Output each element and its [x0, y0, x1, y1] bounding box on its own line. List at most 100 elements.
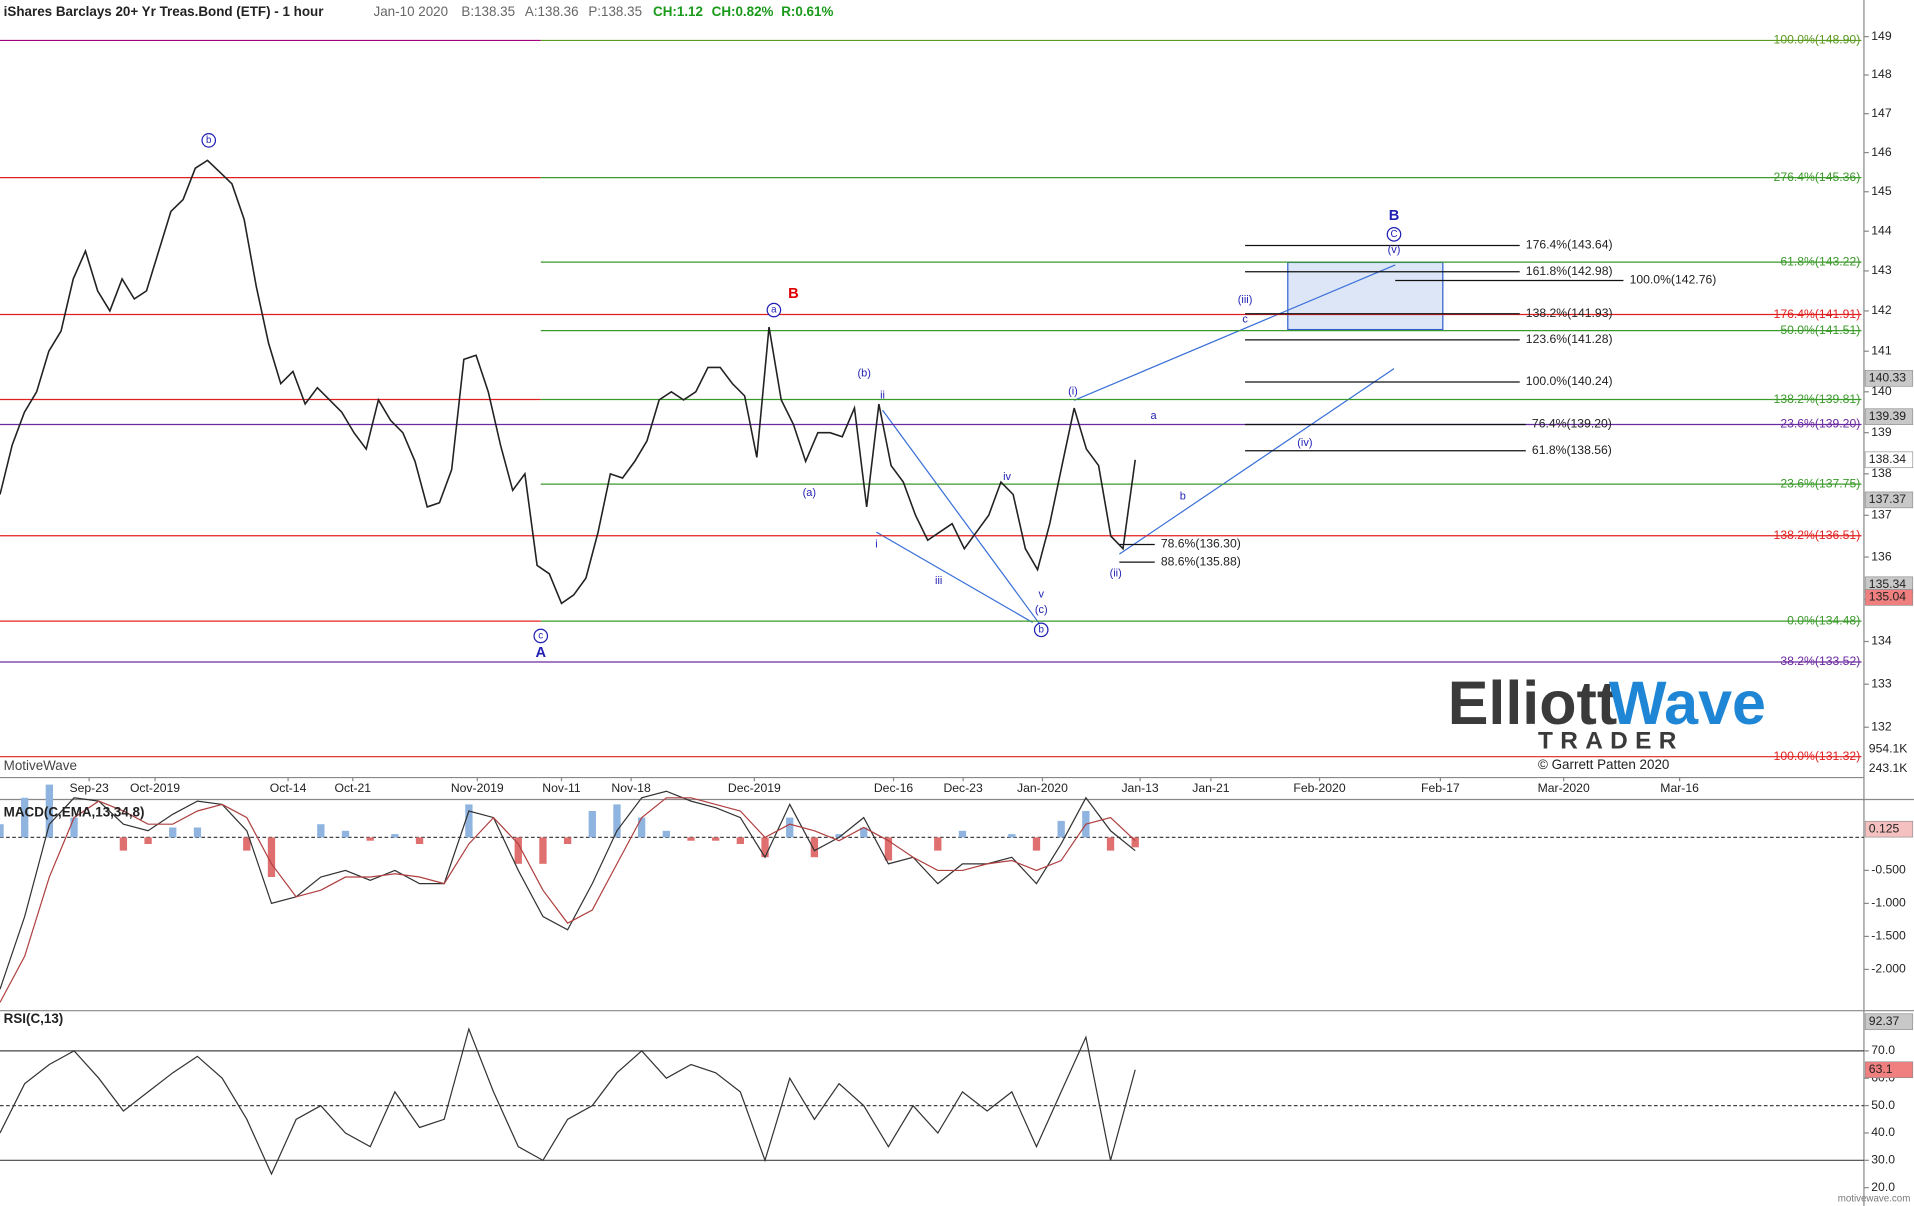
wave-label: (i): [1068, 386, 1078, 398]
y-tick-label: 149: [1871, 29, 1892, 43]
wave-label: (v): [1388, 244, 1401, 256]
price-tag: [1864, 451, 1914, 469]
y-tick-label: 50.0: [1871, 1098, 1895, 1112]
y-tick-label: 142: [1871, 303, 1892, 317]
y-tick-label: 146: [1871, 145, 1892, 159]
wave-label: (a): [803, 487, 816, 499]
fib-label: 138.2%(136.51): [1774, 528, 1861, 542]
price-line: [0, 159, 1137, 605]
histogram-bar: [761, 837, 769, 858]
x-tick-label: Jan-21: [1192, 781, 1229, 795]
x-tick-label: Sep-23: [69, 781, 109, 795]
histogram-bar: [958, 830, 967, 838]
logo-wave: Wave: [1609, 669, 1766, 737]
wave-label: a: [771, 305, 777, 316]
x-tick-label: Mar-2020: [1538, 781, 1590, 795]
histogram-bar: [860, 827, 868, 838]
price-tag: [1864, 1061, 1914, 1079]
y-tick-label: -1.500: [1871, 929, 1906, 943]
histogram-bar: [391, 834, 399, 838]
wave-label: (c): [1035, 604, 1048, 616]
wave-label: (ii): [1110, 568, 1122, 580]
x-tick-label: Oct-2019: [130, 781, 180, 795]
logo-elliott: Elliott: [1448, 669, 1617, 737]
histogram-bar: [835, 834, 843, 838]
wave-label: C: [1390, 229, 1397, 240]
rsi-line: [0, 1027, 1136, 1176]
wave-label: A: [535, 645, 546, 661]
wave-label: iii: [935, 575, 942, 587]
x-tick-label: Mar-16: [1660, 781, 1699, 795]
y-tick-label: -1.000: [1871, 896, 1906, 910]
wave-label: v: [1038, 588, 1044, 600]
histogram-bar: [0, 824, 4, 838]
wave-label: i: [875, 538, 877, 550]
y-tick-label: 141: [1871, 343, 1892, 357]
x-tick-label: Oct-21: [334, 781, 371, 795]
histogram-bar: [21, 797, 29, 838]
header-range: R:0.61%: [781, 4, 833, 19]
histogram-bar: [1106, 837, 1115, 851]
wave-label: b: [1039, 624, 1045, 635]
price-tag-label: 135.34: [1869, 577, 1906, 591]
histogram-bar: [366, 837, 374, 841]
histogram-bar: [514, 837, 522, 864]
y-tick-label: 40.0: [1871, 1125, 1895, 1139]
trendline: [876, 531, 1033, 624]
x-tick-label: Feb-2020: [1293, 781, 1345, 795]
histogram-bar: [687, 837, 695, 841]
histogram-bar: [119, 837, 128, 851]
trendline: [882, 409, 1042, 627]
projection-label: 88.6%(135.88): [1161, 554, 1241, 568]
macd-line: [0, 797, 1136, 1003]
projection-label: 100.0%(142.76): [1630, 273, 1717, 287]
y-tick-label: 132: [1871, 719, 1892, 733]
histogram-bar: [884, 837, 893, 861]
y-tick-label: 30.0: [1871, 1153, 1895, 1167]
wave-label: c: [1242, 314, 1248, 326]
wave-label: a: [1150, 410, 1157, 422]
header-price: P:138.35: [588, 4, 642, 19]
price-tag-label: 92.37: [1869, 1014, 1900, 1028]
copyright: © Garrett Patten 2020: [1538, 757, 1669, 772]
fib-label: 50.0%(141.51): [1780, 323, 1860, 337]
price-tag-label: 135.04: [1869, 590, 1906, 604]
projection-label: 76.4%(139.20): [1532, 417, 1612, 431]
y-tick-label: 136: [1871, 549, 1892, 563]
fib-label: 276.4%(145.36): [1774, 170, 1861, 184]
projection-label: 176.4%(143.64): [1526, 238, 1613, 252]
header-bid: B:138.35: [461, 4, 515, 19]
panel-title: RSI(C,13): [4, 1011, 64, 1026]
wave-circle: [766, 302, 782, 318]
projection-label: 61.8%(138.56): [1532, 443, 1612, 457]
histogram-bar: [1032, 837, 1041, 851]
y-tick-label: 138: [1871, 466, 1892, 480]
price-tag-label: 138.34: [1869, 452, 1906, 466]
wave-label: ii: [880, 389, 885, 401]
histogram-bar: [934, 837, 942, 851]
panel-title: MACD(C,EMA,13,34,8): [4, 804, 145, 819]
histogram-bar: [243, 837, 251, 851]
logo-trader: TRADER: [1538, 728, 1684, 755]
fib-label: 61.8%(143.22): [1780, 254, 1860, 268]
histogram-bar: [637, 817, 646, 838]
price-tag: [1864, 589, 1914, 606]
x-tick-label: Jan-13: [1121, 781, 1158, 795]
y-tick-label: -0.500: [1871, 863, 1906, 877]
x-tick-label: Jan-2020: [1017, 781, 1068, 795]
histogram-bar: [736, 837, 745, 845]
histogram-bar: [810, 837, 819, 858]
watermark: MotiveWave: [4, 758, 77, 773]
histogram-bar: [539, 837, 547, 864]
y-tick-label: 137: [1871, 508, 1892, 522]
header-change-pct: CH:0.82%: [712, 4, 774, 19]
histogram-bar: [169, 827, 177, 838]
projection-label: 100.0%(140.24): [1526, 374, 1613, 388]
volume-label: 243.1K: [1869, 761, 1908, 775]
chart-title: iShares Barclays 20+ Yr Treas.Bond (ETF)…: [4, 4, 325, 19]
header-ask: A:138.36: [525, 4, 579, 19]
price-tag: [1864, 408, 1914, 425]
wave-label: B: [788, 286, 799, 302]
price-tag: [1864, 820, 1914, 838]
